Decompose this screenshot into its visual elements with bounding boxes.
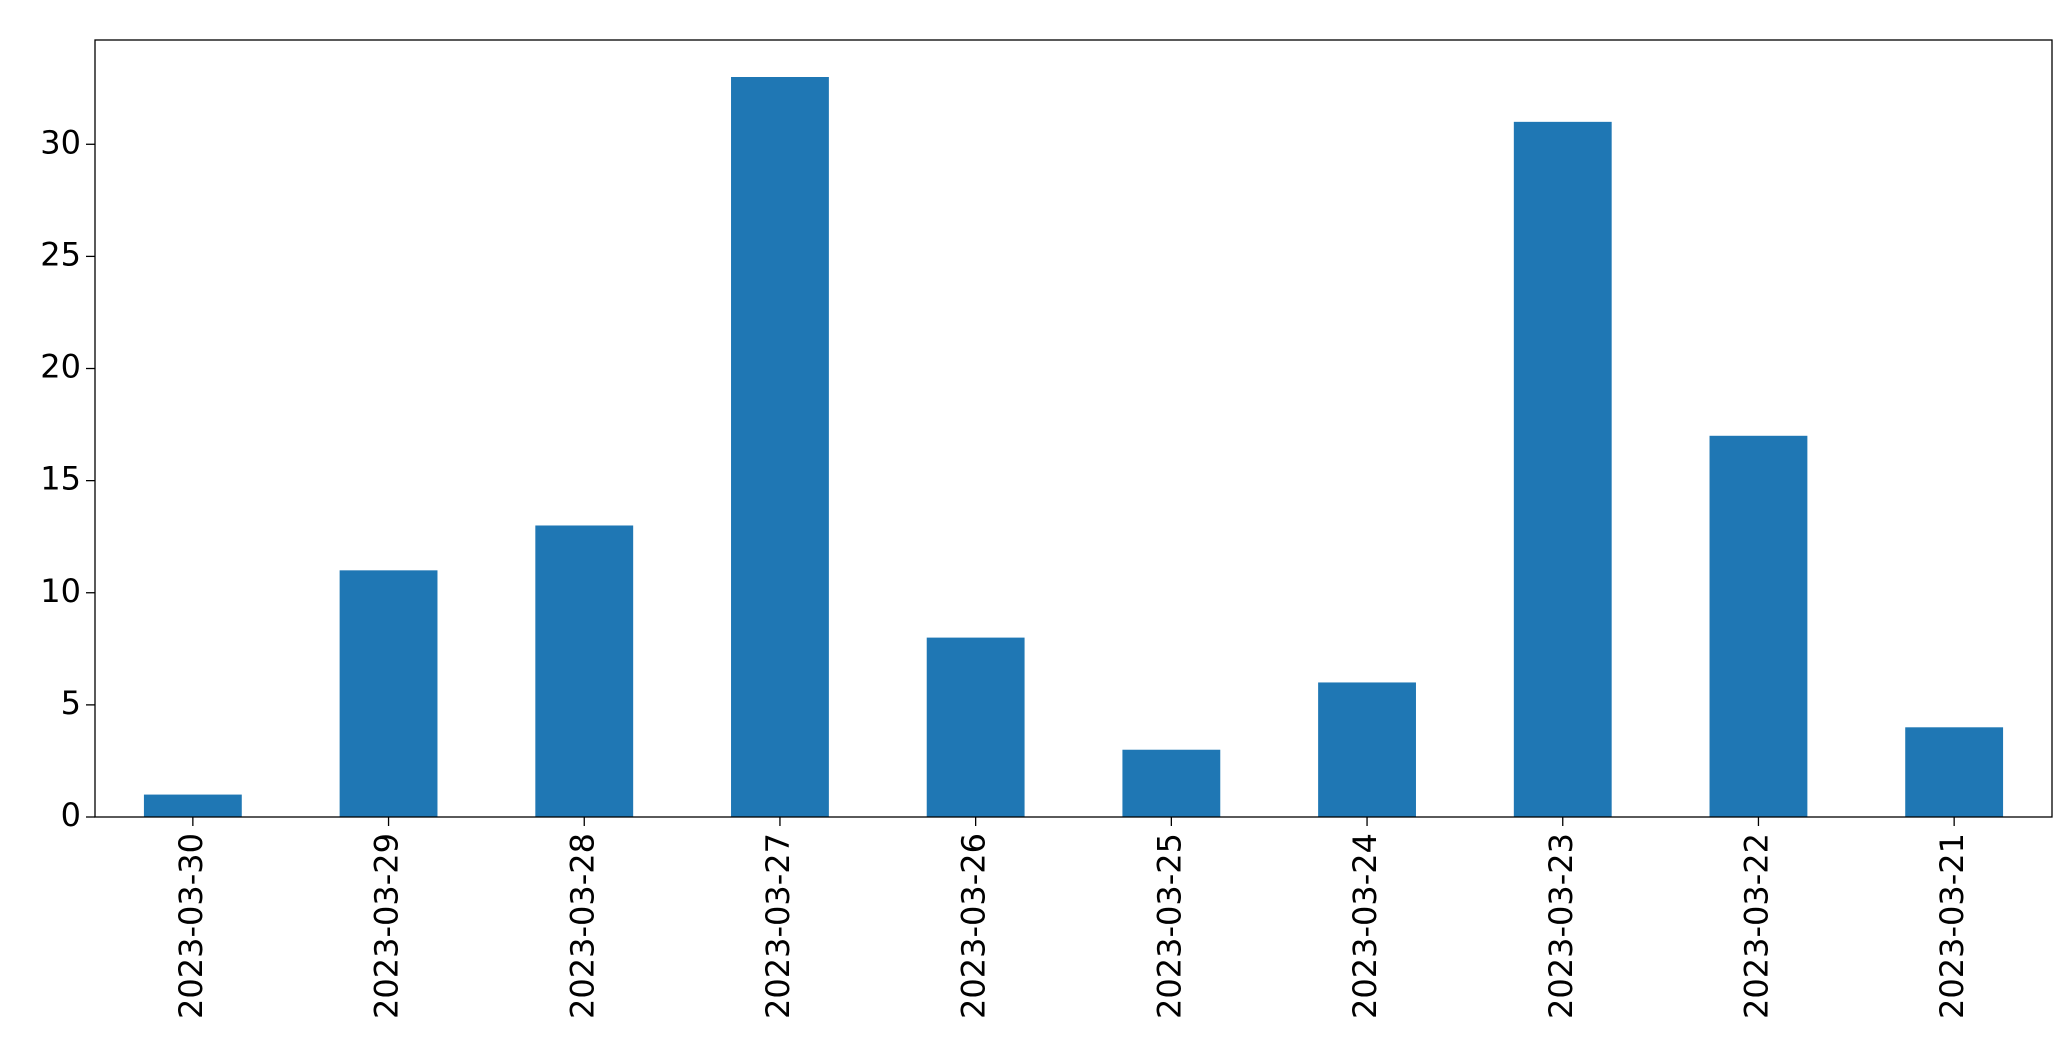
y-tick-label: 25 [40,235,81,273]
y-tick-label: 15 [40,460,81,498]
bar [339,570,438,817]
x-tick-label: 2023-03-27 [759,833,797,1019]
bar [535,525,634,817]
bar [1905,727,2004,817]
y-tick-label: 0 [61,796,81,834]
y-tick-label: 30 [40,123,81,161]
x-tick-label: 2023-03-28 [563,833,601,1019]
y-tick-label: 10 [40,572,81,610]
bar [1318,682,1416,817]
x-tick-label: 2023-03-26 [955,833,993,1019]
x-tick-label: 2023-03-23 [1542,833,1580,1019]
x-tick-label: 2023-03-30 [172,833,210,1019]
bar [926,637,1025,817]
bar [143,794,242,817]
plot-frame [94,39,2053,818]
x-tick-label: 2023-03-25 [1150,833,1188,1019]
bar [1513,121,1612,817]
x-tick-label: 2023-03-24 [1346,833,1384,1019]
x-tick-label: 2023-03-22 [1737,833,1775,1019]
bar [1122,749,1221,817]
x-tick-label: 2023-03-29 [368,833,406,1019]
y-tick-label: 5 [61,684,81,722]
bar [1709,435,1808,817]
y-tick-label: 20 [40,348,81,386]
bar [731,77,829,817]
x-tick-label: 2023-03-21 [1933,833,1971,1019]
